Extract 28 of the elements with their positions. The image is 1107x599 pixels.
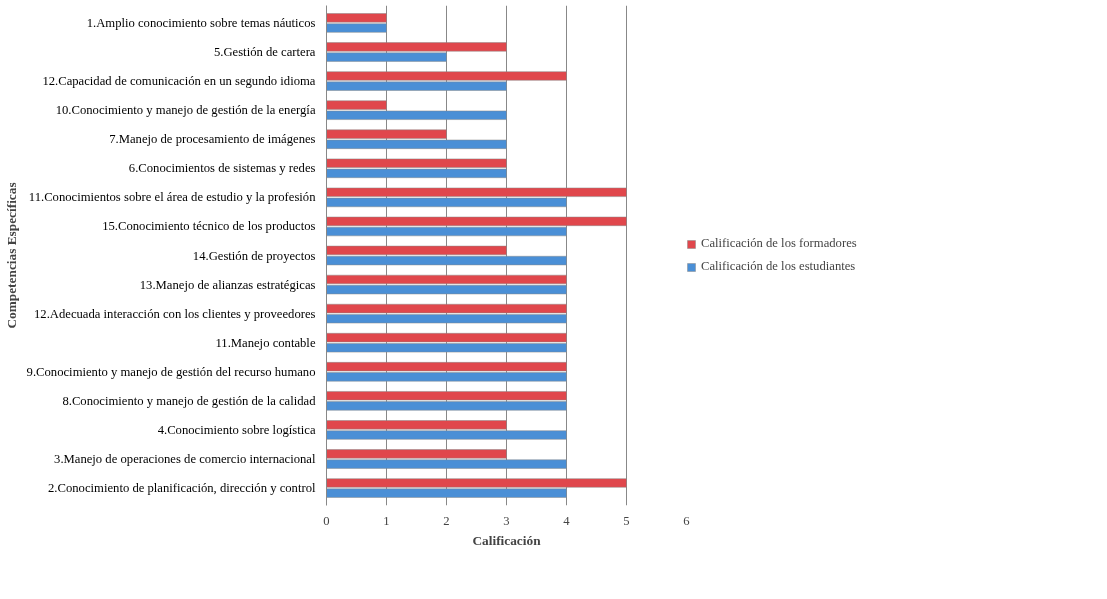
y-tick-label: 7.Manejo de procesamiento de imágenes (109, 132, 316, 147)
legend-label: Calificación de los formadores (701, 236, 857, 251)
legend-label: Calificación de los estudiantes (701, 259, 856, 274)
y-tick-label: 1.Amplio conocimiento sobre temas náuticos (86, 15, 316, 30)
y-tick-label: 9.Conocimiento y manejo de gestión del recurso humano (26, 364, 316, 379)
y-tick-label: 11.Conocimientos sobre el área de estudio y la profesión (28, 190, 317, 205)
x-tick-label: 3 (503, 513, 510, 528)
x-tick-label: 5 (623, 513, 630, 528)
x-tick-label: 0 (323, 513, 330, 528)
y-tick-label: 12.Adecuada interacción con los clientes y proveedores (34, 306, 316, 321)
x-tick-label: 1 (383, 513, 390, 528)
y-axis-title: Competencias Específicas (3, 182, 19, 329)
y-tick-label: 2.Conocimiento de planificación, dirección y control (48, 481, 316, 496)
y-tick-label: 5.Gestión de cartera (213, 45, 316, 60)
y-tick-label: 12.Capacidad de comunicación en un segundo idioma (42, 74, 316, 89)
y-tick-label: 15.Conocimiento técnico de los productos (102, 219, 316, 234)
y-tick-label: 11.Manejo contable (215, 335, 316, 350)
x-tick-label: 6 (683, 513, 690, 528)
x-tick-label: 2 (443, 513, 450, 528)
y-tick-label: 4.Conocimiento sobre logística (157, 422, 316, 437)
y-tick-label: 14.Gestión de proyectos (192, 248, 316, 263)
y-tick-label: 10.Conocimiento y manejo de gestión de la energía (55, 103, 316, 118)
y-tick-label: 6.Conocimientos de sistemas y redes (128, 161, 316, 176)
x-axis-title: Calificación (472, 532, 542, 548)
x-tick-label: 4 (563, 513, 571, 528)
y-tick-label: 8.Conocimiento y manejo de gestión de la calidad (62, 393, 317, 408)
y-tick-label: 13.Manejo de alianzas estratégicas (139, 277, 316, 292)
y-tick-label: 3.Manejo de operaciones de comercio internacional (54, 451, 316, 466)
